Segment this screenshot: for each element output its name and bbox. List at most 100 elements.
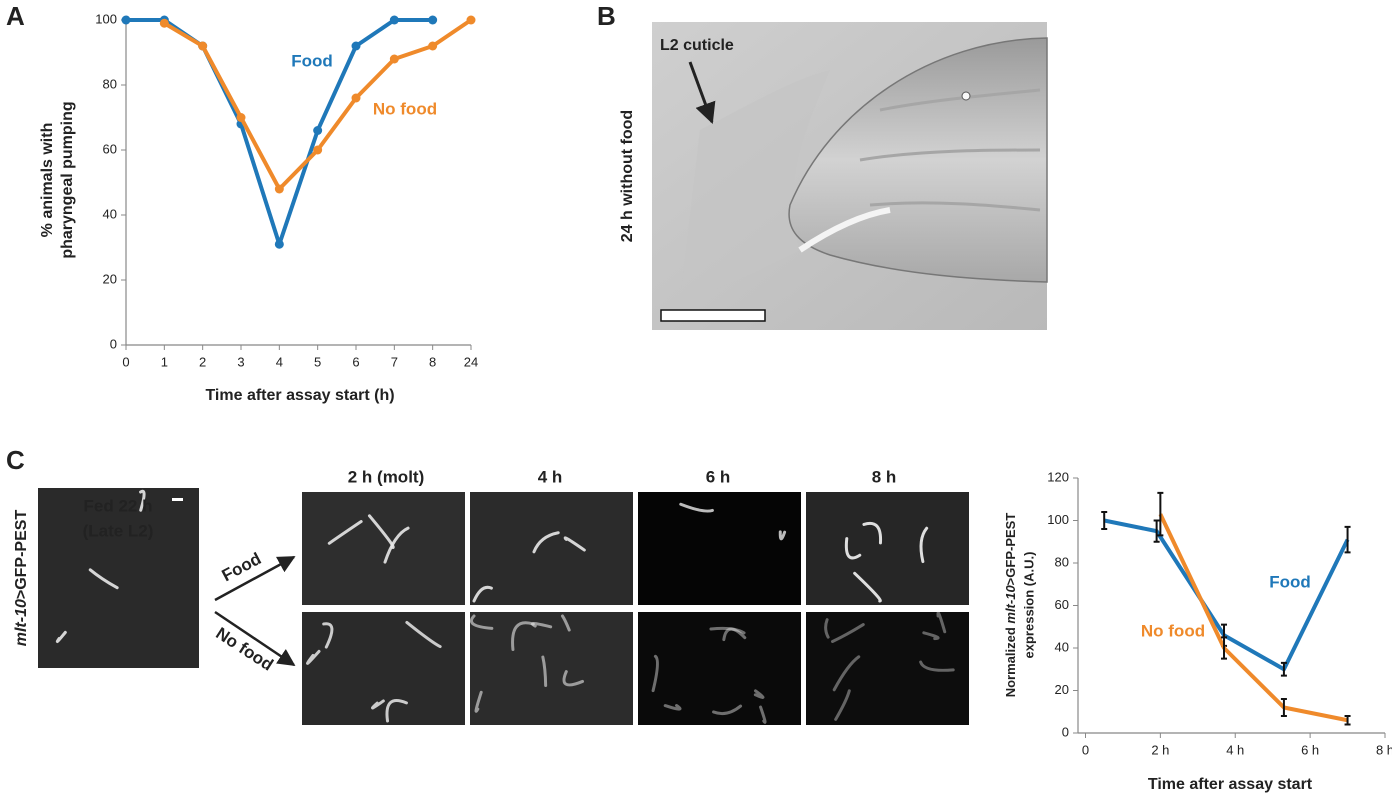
x-tick-label: 8 — [429, 354, 436, 369]
worm — [405, 620, 442, 649]
worm — [778, 530, 787, 541]
worm — [367, 514, 395, 549]
image-title: (Late L2) — [83, 521, 154, 540]
worm — [824, 618, 830, 639]
worm — [834, 689, 851, 721]
worm — [55, 630, 67, 644]
marker — [198, 41, 208, 51]
error-bar — [1280, 698, 1287, 717]
panel-label: A — [6, 1, 25, 31]
x-tick-label: 0 — [122, 354, 129, 369]
marker — [274, 184, 284, 194]
marker — [121, 15, 131, 25]
worm — [919, 526, 929, 564]
marker — [313, 126, 323, 135]
marker — [428, 15, 438, 25]
worm — [88, 568, 119, 590]
worm — [383, 526, 410, 564]
column-header: 2 h (molt) — [348, 467, 425, 486]
series-label: Food — [291, 51, 333, 70]
column-header: 8 h — [872, 467, 897, 486]
worm — [831, 623, 865, 643]
image-annotation: L2 cuticle — [660, 37, 734, 54]
column-header: 4 h — [538, 467, 563, 486]
panel-label: B — [597, 1, 616, 31]
series-label: No food — [373, 99, 437, 118]
y-tick-label: 80 — [103, 76, 117, 91]
marker — [313, 145, 323, 155]
x-tick-label: 3 — [237, 354, 244, 369]
worm — [385, 698, 408, 723]
worm — [759, 705, 767, 724]
arrow — [214, 610, 296, 667]
y-axis-title-part: >GFP-PEST — [1003, 513, 1018, 586]
worm — [562, 670, 585, 687]
image-title: Fed 22 h — [84, 496, 153, 515]
worm — [922, 631, 940, 641]
marker — [351, 93, 361, 103]
y-tick-label: 100 — [1047, 512, 1069, 527]
x-tick-label: 4 — [276, 354, 283, 369]
marker — [236, 113, 246, 122]
y-tick-label: 20 — [103, 271, 117, 286]
y-tick-label: 60 — [103, 141, 117, 156]
y-tick-label: 120 — [1047, 469, 1069, 484]
y-tick-label: 0 — [110, 336, 117, 351]
marker — [274, 239, 284, 249]
worm — [322, 622, 334, 649]
error-bar — [1101, 511, 1108, 530]
marker — [351, 41, 361, 51]
x-tick-label: 1 — [161, 354, 168, 369]
error-bar — [1221, 636, 1228, 660]
y-tick-label: 100 — [95, 11, 117, 26]
y-axis-title-part: Normalized — [1003, 624, 1018, 698]
worm — [862, 522, 883, 545]
marker — [389, 54, 399, 64]
worm — [560, 614, 571, 632]
y-axis-title: Normalized mlt-10>GFP-PEST — [1003, 513, 1018, 698]
error-bar — [1344, 715, 1351, 726]
x-axis-title: Time after assay start (h) — [205, 387, 394, 404]
y-tick-label: 20 — [1055, 682, 1069, 697]
worm — [306, 649, 321, 665]
condition-label: Food — [219, 549, 265, 585]
error-bar — [1344, 525, 1351, 554]
y-tick-label: 80 — [1055, 554, 1069, 569]
series-label: No food — [1141, 621, 1205, 640]
worm — [472, 585, 493, 603]
y-axis-title: % animals with — [39, 123, 56, 238]
x-tick-label: 8 h — [1376, 742, 1392, 757]
x-tick-label: 7 — [391, 354, 398, 369]
worm — [511, 621, 535, 652]
column-header: 6 h — [706, 467, 731, 486]
worm — [541, 655, 548, 688]
marker — [159, 18, 169, 28]
worm — [469, 614, 494, 630]
worm — [532, 531, 560, 554]
worm — [371, 699, 385, 710]
x-tick-label: 6 h — [1301, 742, 1319, 757]
y-tick-label: 0 — [1062, 724, 1069, 739]
y-tick-label: 40 — [1055, 639, 1069, 654]
y-axis-title: expression (A.U.) — [1021, 552, 1036, 659]
worm — [919, 660, 955, 672]
worm — [651, 654, 660, 693]
y-tick-label: 60 — [1055, 597, 1069, 612]
reporter-label: mlt-10>GFP-PEST — [13, 510, 30, 647]
micrograph-b — [652, 22, 1048, 330]
worm — [753, 689, 765, 699]
error-bar — [1153, 519, 1160, 543]
series-line — [126, 18, 433, 247]
error-bar — [1280, 661, 1287, 677]
worm — [474, 690, 483, 713]
x-tick-label: 6 — [352, 354, 359, 369]
worm — [722, 627, 747, 642]
worm — [853, 571, 882, 603]
worm — [563, 536, 586, 552]
panel-label: C — [6, 445, 25, 475]
worm — [844, 537, 862, 560]
worm — [712, 704, 743, 716]
marker — [428, 41, 438, 51]
x-tick-label: 4 h — [1226, 742, 1244, 757]
